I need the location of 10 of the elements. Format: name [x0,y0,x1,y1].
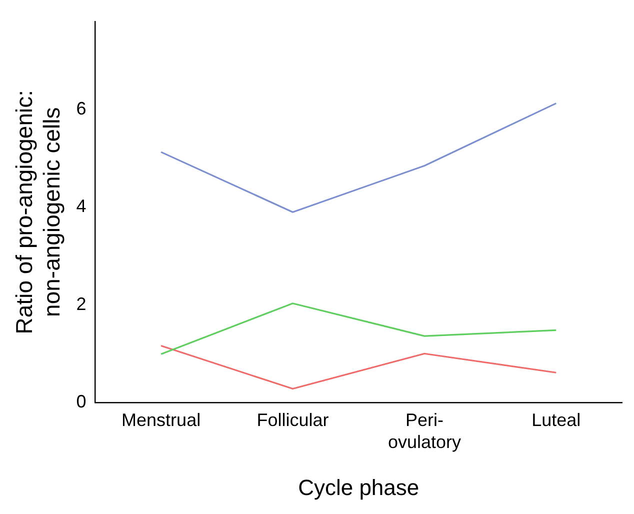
y-tick-label: 0 [76,391,86,412]
y-axis-title: Ratio of pro-angiogenic: non-angiogenic cells [11,90,65,334]
x-tick-label: Luteal [532,410,581,430]
x-axis-title: Cycle phase [298,474,420,500]
y-tick-label: 2 [76,294,86,314]
y-tick-label: 6 [76,98,86,119]
x-tick-label: Peri- ovulatory [388,410,461,452]
x-tick-label: Menstrual [122,410,201,430]
y-tick-label: 4 [76,196,86,216]
x-tick-label: Follicular [256,410,329,430]
